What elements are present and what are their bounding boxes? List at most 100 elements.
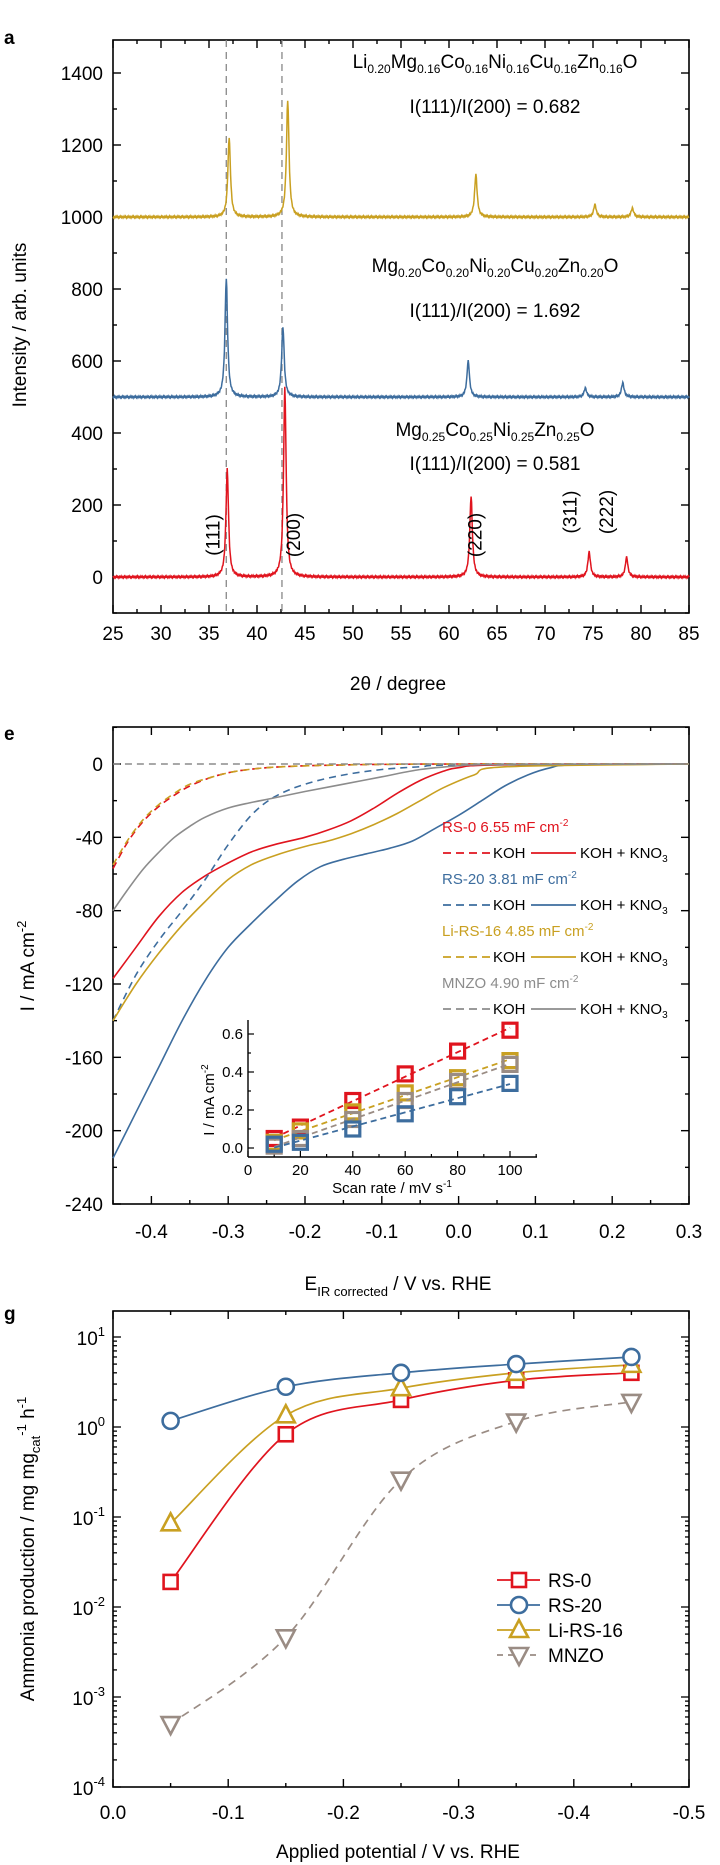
x-tick-label: 55 [390, 624, 411, 645]
panel-e-xlabel: EIR corrected / V vs. RHE [305, 1274, 492, 1299]
x-tick-label: -0.4 [557, 1803, 590, 1824]
panel-a-ylabel: Intensity / arb. units [10, 243, 31, 408]
panel-g-ammonia-chart: g 0.0 -0.1 -0.2 -0.3 -0.4 -0.510110010-110-21… [4, 1304, 705, 1863]
composition-part: Ni [469, 256, 487, 277]
panel-a-annotations: Li0.20Mg0.16Co0.16Ni0.16Cu0.16Zn0.16OI(1… [204, 52, 638, 557]
panel-a-series [112, 100, 690, 581]
composition-part: 0.16 [599, 62, 623, 76]
x-tick-label: -0.2 [289, 1222, 322, 1243]
y-tick-exp: -3 [93, 1684, 105, 1699]
xrd-series-line [112, 278, 690, 401]
y-tick-label: 10-3 [72, 1684, 105, 1710]
panel-label-e: e [4, 724, 15, 745]
data-marker-mnzo [274, 1629, 297, 1651]
x-tick-label: -0.3 [442, 1803, 475, 1824]
composition-part: Ni [488, 52, 506, 73]
inset-y-tick-label: 0.2 [222, 1102, 243, 1119]
inset-x-tick-label: 80 [449, 1162, 466, 1179]
inset-xlabel-text: Scan rate / mV s [332, 1180, 443, 1197]
y-tick-label: 0 [92, 755, 103, 776]
composition-part: 0.16 [417, 62, 441, 76]
y-tick-exp: 0 [98, 1414, 105, 1429]
composition-label: Mg0.25Co0.25Ni0.25Zn0.25O [395, 420, 594, 444]
inset-data-marker [344, 1091, 362, 1110]
x-tick-label: -0.4 [135, 1222, 168, 1243]
y-tick-label: 10-1 [72, 1504, 105, 1530]
y-tick-base: 10 [77, 1419, 98, 1440]
inset-fit-line [273, 1083, 511, 1149]
panel-g-axes: 0.0 -0.1 -0.2 -0.3 -0.4 -0.510110010-110-210-… [72, 1310, 706, 1824]
data-marker-rs-20 [622, 1347, 641, 1367]
panel-e-axes: -0.4 -0.3 -0.2 -0.1 0.0 0.1 0.2 0.30-40-80-120-… [65, 726, 702, 1243]
composition-part: Mg [395, 420, 421, 441]
intensity-ratio-label: I(111)/I(200) = 0.581 [410, 454, 581, 475]
x-tick-label: -0.1 [212, 1803, 245, 1824]
legend-title-sup: -2 [570, 974, 579, 985]
legend-kno3-label: KOH + KNO3 [580, 897, 668, 917]
data-marker-rs-0 [277, 1425, 295, 1443]
x-tick-label: 50 [342, 624, 363, 645]
inset-fit-line [273, 1026, 511, 1139]
panel-e-ylabel: I / mA cm-2 [14, 921, 39, 1012]
y-tick-label: 1000 [61, 208, 103, 229]
legend-label: RS-20 [548, 1596, 602, 1617]
y-tick-label: 0 [92, 568, 103, 589]
legend-koh-label: KOH [493, 949, 526, 966]
composition-part: 0.25 [422, 430, 446, 444]
inset-ylabel-sup: -2 [200, 1064, 211, 1073]
inset-data-marker [449, 1088, 467, 1106]
panel-a-xlabel: 2θ / degree [350, 674, 446, 695]
panel-g-xlabel: Applied potential / V vs. RHE [276, 1842, 520, 1863]
legend-swatch-marker [507, 1646, 531, 1668]
lsv-koh-kno3-line [112, 763, 690, 1159]
x-tick-label: 60 [438, 624, 459, 645]
lsv-koh-kno3-line [112, 763, 690, 1022]
peak-label: (222) [597, 490, 618, 534]
x-tick-label: -0.5 [673, 1803, 706, 1824]
legend-kno3-text: KOH + KNO [580, 949, 662, 966]
x-tick-label: -0.2 [327, 1803, 360, 1824]
panel-e-series [112, 763, 690, 1159]
panel-a-xrd-chart: a 25 30 35 40 45 50 55 60 65 70 75 80 85 0 200 400 600 80… [4, 28, 700, 695]
data-marker-rs-20 [161, 1411, 180, 1431]
intensity-ratio-label: I(111)/I(200) = 1.692 [410, 301, 581, 322]
lsv-koh-kno3-line [112, 763, 690, 912]
composition-part: 0.16 [465, 62, 489, 76]
y-tick-label: 200 [71, 496, 103, 517]
data-marker-rs-20 [506, 1354, 526, 1374]
inset-xlabel-sup: -1 [443, 1179, 452, 1190]
y-tick-label: -40 [76, 828, 103, 849]
panel-g-ylabel: Ammonia production / mg mgcat-1 h-1 [14, 1397, 43, 1702]
composition-part: 0.16 [554, 62, 578, 76]
inset-x-tick-label: 100 [497, 1162, 522, 1179]
data-marker-rs-0 [162, 1573, 179, 1591]
y-tick-base: 10 [72, 1779, 93, 1800]
y-tick-label: 800 [71, 280, 103, 301]
y-tick-base: 10 [72, 1509, 93, 1530]
composition-part: Mg [391, 52, 417, 73]
legend-kno3-sub: 3 [662, 1010, 668, 1021]
inset-data-marker [396, 1105, 414, 1123]
y-tick-label: 10-2 [72, 1594, 105, 1620]
y-tick-label: 400 [71, 424, 103, 445]
legend-kno3-sub: 3 [662, 854, 668, 865]
x-tick-label: 0.0 [445, 1222, 471, 1243]
legend-label: RS-0 [548, 1571, 591, 1592]
x-tick-label: 85 [678, 624, 699, 645]
y-tick-label: 101 [77, 1324, 105, 1350]
inset-y-tick-label: 0.0 [222, 1140, 243, 1157]
composition-part: Zn [577, 52, 599, 73]
composition-part: Co [440, 52, 464, 73]
composition-part: 0.25 [511, 430, 535, 444]
x-tick-label: 0.1 [522, 1222, 548, 1243]
legend-title: RS-0 6.55 mF cm-2 [442, 818, 569, 836]
y-tick-label: -80 [76, 902, 103, 923]
legend-swatch-marker [510, 1571, 528, 1589]
y-tick-label: -120 [65, 975, 103, 996]
x-tick-label: 0.3 [676, 1222, 702, 1243]
data-marker-li-rs-16 [159, 1510, 182, 1532]
inset-data-marker [501, 1074, 519, 1093]
legend-title: RS-20 3.81 mF cm-2 [442, 870, 577, 888]
legend-kno3-text: KOH + KNO [580, 897, 662, 914]
